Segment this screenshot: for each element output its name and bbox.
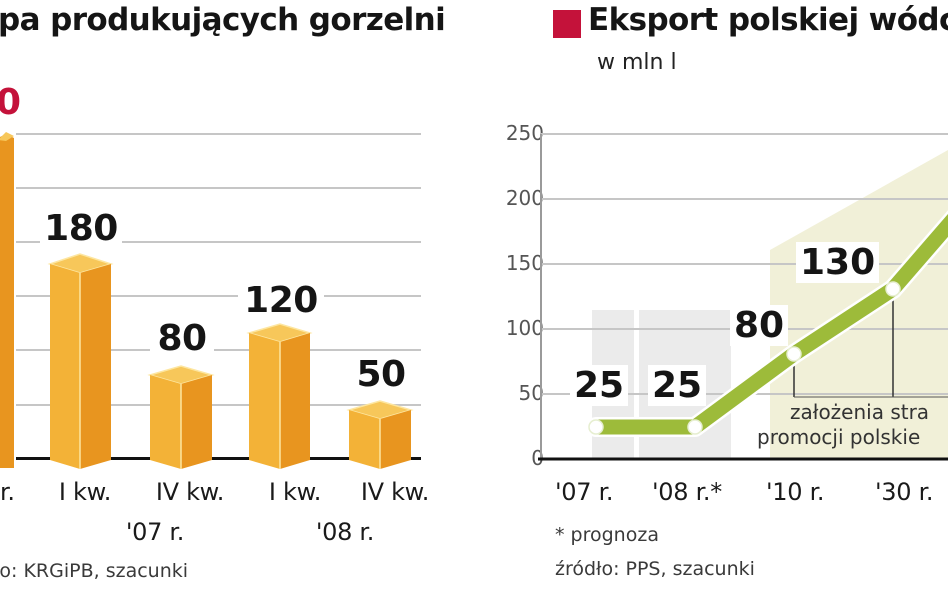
x-label: '08 r.*: [652, 478, 722, 506]
year-label: '07 r.: [125, 518, 185, 546]
bar-value-truncated: 0: [0, 82, 21, 123]
bar-180: [47, 253, 114, 469]
grid-line: [16, 295, 421, 297]
marker-08: [687, 419, 703, 435]
point-value-label: 130: [796, 242, 880, 283]
left-chart-source: ło: KRGiPB, szacunki: [0, 560, 189, 582]
x-label: '07 r.: [555, 478, 614, 506]
y-tick: 150: [505, 251, 544, 275]
grid-line: [16, 349, 421, 351]
bars-svg: [0, 132, 414, 469]
bar-50: [346, 400, 414, 469]
grid-line: [16, 133, 421, 135]
x-label: I kw.: [58, 478, 112, 506]
x-label: '30 r.: [875, 478, 934, 506]
marker-10: [786, 346, 802, 362]
grid-line: [16, 187, 421, 189]
x-label-truncated: r.: [0, 478, 15, 506]
x-label: IV kw.: [360, 478, 430, 506]
grid-line: [16, 404, 421, 406]
bar-value-label: 50: [350, 354, 412, 395]
bar-80: [147, 365, 215, 469]
y-tick: 0: [531, 446, 544, 470]
left-chart-title: pa produkujących gorzelni: [0, 2, 446, 38]
right-chart-source: źródło: PPS, szacunki: [555, 558, 755, 580]
y-tick: 50: [518, 381, 544, 405]
x-label: '10 r.: [766, 478, 825, 506]
footnote: * prognoza: [555, 524, 659, 546]
y-tick: 100: [505, 316, 544, 340]
y-tick: 250: [505, 121, 544, 145]
annotation-line-2: promocji polskie: [757, 425, 921, 449]
right-chart-unit: w mln l: [597, 50, 677, 75]
bar-value-label: 80: [150, 318, 214, 359]
year-label: '08 r.: [315, 518, 375, 546]
y-tick: 200: [505, 186, 544, 210]
annotation-line-1: założenia stra: [790, 400, 930, 424]
legend-square-icon: [553, 10, 581, 38]
right-chart-title: Eksport polskiej wódc: [588, 2, 948, 38]
bar-truncated: [0, 132, 14, 468]
bar-value-label: 120: [238, 280, 324, 321]
point-value-label: 80: [730, 305, 789, 346]
grid-line: [16, 241, 421, 243]
marker-07: [588, 419, 604, 435]
bar-value-label: 180: [40, 208, 122, 249]
x-label: IV kw.: [155, 478, 225, 506]
point-value-label: 25: [570, 365, 629, 406]
point-value-label: 25: [648, 365, 707, 406]
x-axis-baseline: [16, 457, 421, 460]
x-label: I kw.: [268, 478, 322, 506]
marker-30: [885, 281, 901, 297]
bar-120: [246, 323, 313, 469]
